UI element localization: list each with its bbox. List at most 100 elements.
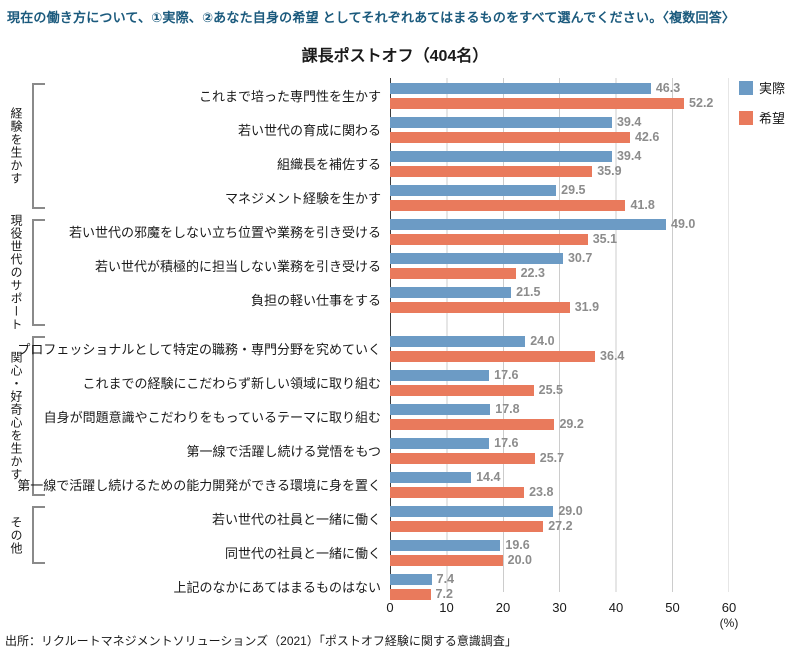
actual-bar	[390, 151, 612, 162]
actual-value: 29.5	[561, 183, 586, 198]
chart-row: 上記のなかにあてはまるものはない 7.4 7.2	[46, 569, 790, 603]
hope-value: 36.4	[600, 349, 625, 364]
hope-value: 27.2	[548, 519, 573, 534]
item-label: 若い世代が積極的に担当しない業務を引き受ける	[94, 258, 381, 274]
x-tick: 40	[608, 600, 624, 615]
hope-bar	[390, 268, 516, 279]
x-tick: 20	[495, 600, 511, 615]
bar-pair: 21.5 31.9	[390, 286, 728, 316]
hope-value: 42.6	[634, 130, 660, 145]
actual-bar	[390, 219, 667, 230]
chart-row: マネジメント経験を生かす 29.5 41.8	[46, 180, 790, 214]
hope-value: 35.1	[592, 232, 618, 247]
group-side: 関心・好奇心を生かす	[0, 331, 46, 501]
item-label: これまで培った専門性を生かす	[198, 88, 381, 104]
hope-value: 52.2	[689, 96, 714, 111]
hope-value: 29.2	[559, 417, 584, 432]
item-label: 第一線で活躍し続けるための能力開発ができる環境に身を置く	[17, 477, 381, 493]
actual-bar	[390, 574, 432, 585]
actual-value: 17.8	[495, 402, 520, 417]
legend-item-actual: 実際	[739, 78, 785, 97]
hope-value: 7.2	[435, 587, 453, 602]
group-bracket	[32, 219, 45, 326]
hope-value: 22.3	[520, 266, 545, 281]
actual-value: 46.3	[655, 81, 681, 96]
group-rows: 上記のなかにあてはまるものはない 7.4 7.2	[46, 569, 790, 603]
actual-value: 14.4	[476, 470, 501, 485]
bar-pair: 29.0 27.2	[390, 505, 728, 535]
survey-instruction: 現在の働き方について、①実際、②あなた自身の希望 としてそれぞれあてはまるものを…	[7, 10, 736, 25]
group-side-empty	[0, 569, 46, 603]
chart-rows: 経験を生かす これまで培った専門性を生かす 46.3 52.2 若い世代の育成に…	[0, 78, 790, 603]
group-bracket	[32, 83, 45, 209]
group-other: その他 若い世代の社員と一緒に働く 29.0 27.2 同世代の社員と一緒に働く	[0, 501, 790, 569]
item-label: 同世代の社員と一緒に働く	[224, 545, 381, 561]
item-label: マネジメント経験を生かす	[224, 190, 381, 206]
chart-row: 若い世代が積極的に担当しない業務を引き受ける 30.7 22.3	[46, 248, 790, 282]
actual-value: 17.6	[494, 436, 519, 451]
item-label: 負担の軽い仕事をする	[250, 292, 381, 308]
actual-bar	[390, 472, 472, 483]
actual-value: 17.6	[494, 368, 519, 383]
actual-bar	[390, 506, 554, 517]
group-side: その他	[0, 501, 46, 569]
bar-pair: 19.6 20.0	[390, 539, 728, 569]
hope-value: 20.0	[507, 553, 532, 568]
hope-bar	[390, 385, 534, 396]
actual-value: 29.0	[558, 504, 583, 519]
x-axis: 0 10 20 30 40 50 60 (%)	[386, 600, 738, 636]
actual-value: 39.4	[616, 115, 642, 130]
legend: 実際 希望	[739, 78, 785, 138]
actual-value: 21.5	[516, 285, 541, 300]
hope-bar	[390, 132, 630, 143]
actual-value: 24.0	[530, 334, 555, 349]
hope-value: 41.8	[630, 198, 655, 213]
chart-row: 若い世代の社員と一緒に働く 29.0 27.2	[46, 501, 790, 535]
bar-pair: 17.8 29.2	[390, 403, 728, 433]
group-bracket	[32, 336, 45, 496]
group-rows: プロフェッショナルとして特定の職務・専門分野を究めていく 24.0 36.4 こ…	[17, 331, 790, 501]
bar-pair: 46.3 52.2	[390, 82, 728, 112]
group-side: 現役世代のサポート	[0, 214, 46, 331]
hope-bar	[390, 555, 503, 566]
hope-bar	[390, 419, 555, 430]
group-side: 経験を生かす	[0, 78, 46, 214]
actual-value: 7.4	[436, 572, 455, 587]
item-label: 組織長を補佐する	[276, 156, 381, 172]
actual-bar	[390, 287, 512, 298]
x-tick: 0	[386, 600, 394, 615]
actual-value: 49.0	[671, 217, 696, 232]
group-curiosity: 関心・好奇心を生かす プロフェッショナルとして特定の職務・専門分野を究めていく …	[0, 331, 790, 501]
actual-bar	[390, 117, 612, 128]
actual-bar	[390, 185, 557, 196]
hope-bar	[390, 589, 431, 600]
chart-row: 自身が問題意識やこだわりをもっているテーマに取り組む 17.8 29.2	[43, 399, 790, 433]
group-support: 現役世代のサポート 若い世代の邪魔をしない立ち位置や業務を引き受ける 49.0 …	[0, 214, 790, 331]
hope-value: 25.7	[539, 451, 565, 466]
group-bracket	[32, 506, 45, 564]
chart-row: 第一線で活躍し続けるための能力開発ができる環境に身を置く 14.4 23.8	[17, 467, 790, 501]
hope-value: 25.5	[538, 383, 563, 398]
group-label: 現役世代のサポート	[9, 214, 23, 331]
chart-row: プロフェッショナルとして特定の職務・専門分野を究めていく 24.0 36.4	[17, 331, 790, 365]
actual-bar	[390, 253, 563, 264]
item-label: 第一線で活躍し続ける覚悟をもつ	[186, 443, 381, 459]
actual-bar	[390, 404, 491, 415]
item-label: 若い世代の邪魔をしない立ち位置や業務を引き受ける	[68, 224, 381, 240]
bar-pair: 7.4 7.2	[390, 573, 728, 603]
chart-row: 組織長を補佐する 39.4 35.9	[46, 146, 790, 180]
bar-pair: 24.0 36.4	[390, 335, 728, 365]
group-rows: これまで培った専門性を生かす 46.3 52.2 若い世代の育成に関わる 39.…	[46, 78, 790, 214]
chart-row: 第一線で活躍し続ける覚悟をもつ 17.6 25.7	[46, 433, 790, 467]
hope-swatch-icon	[739, 110, 753, 125]
bar-chart: 経験を生かす これまで培った専門性を生かす 46.3 52.2 若い世代の育成に…	[0, 76, 790, 636]
hope-value: 23.8	[529, 485, 554, 500]
group-experience: 経験を生かす これまで培った専門性を生かす 46.3 52.2 若い世代の育成に…	[0, 78, 790, 214]
x-tick: 60	[721, 600, 737, 615]
actual-bar	[390, 370, 490, 381]
legend-label: 実際	[759, 81, 786, 96]
item-label: 若い世代の社員と一緒に働く	[211, 511, 381, 527]
chart-row: 若い世代の邪魔をしない立ち位置や業務を引き受ける 49.0 35.1	[46, 214, 790, 248]
item-label: 自身が問題意識やこだわりをもっているテーマに取り組む	[43, 409, 381, 425]
